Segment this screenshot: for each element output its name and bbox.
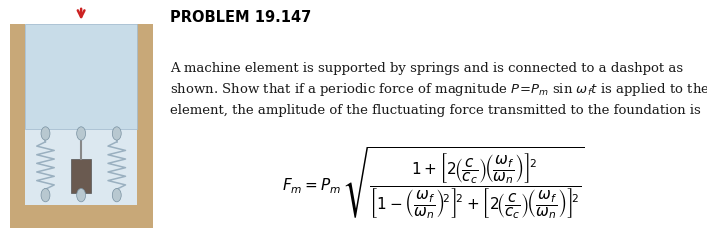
Text: PROBLEM 19.147: PROBLEM 19.147 [170, 10, 311, 25]
Bar [71, 159, 91, 193]
Text: A machine element is supported by springs and is connected to a dashpot as
shown: A machine element is supported by spring… [170, 62, 707, 117]
Bar [137, 24, 153, 228]
Circle shape [112, 188, 121, 202]
Bar [10, 24, 25, 228]
Circle shape [76, 188, 86, 202]
Circle shape [112, 127, 121, 140]
Circle shape [41, 127, 50, 140]
Bar [10, 205, 153, 228]
Bar [25, 24, 137, 205]
Circle shape [41, 188, 50, 202]
Circle shape [76, 127, 86, 140]
Text: $F_m = P_m\,\sqrt{\dfrac{1+\left[2\!\left(\dfrac{c}{c_c}\right)\!\left(\dfrac{\o: $F_m = P_m\,\sqrt{\dfrac{1+\left[2\!\lef… [281, 145, 585, 221]
Bar [25, 24, 137, 129]
